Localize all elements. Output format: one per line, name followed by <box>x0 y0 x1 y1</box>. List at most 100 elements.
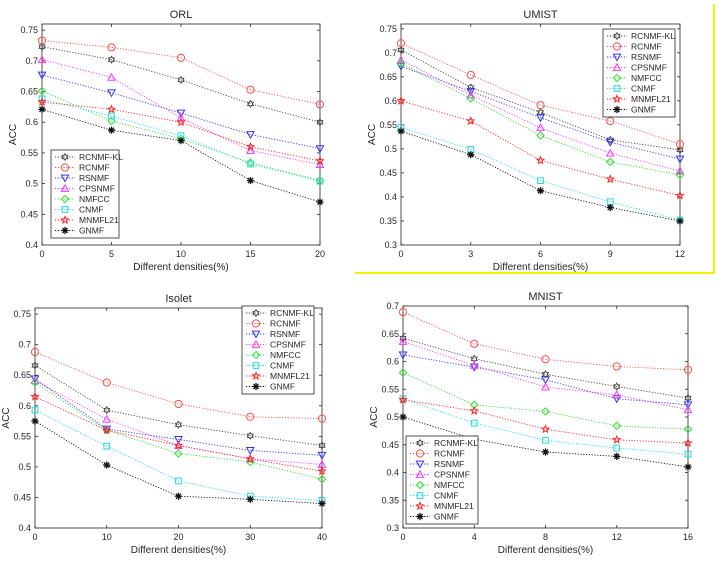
legend-label: CPSNMF <box>79 184 115 194</box>
data-point <box>676 145 684 155</box>
data-point <box>606 203 614 212</box>
legend-marker <box>613 31 621 41</box>
legend-marker <box>61 152 69 162</box>
legend-label: CPSNMF <box>270 340 306 350</box>
x-tick-label: 6 <box>538 249 543 259</box>
legend-label: CPSNMF <box>631 63 667 73</box>
y-axis-label: ACC <box>367 124 378 145</box>
y-tick-label: 0.55 <box>13 431 31 441</box>
y-tick-label: 0.6 <box>25 117 38 127</box>
data-point <box>613 444 621 452</box>
y-tick-label: 0.75 <box>20 25 38 35</box>
data-point <box>683 424 693 434</box>
legend-marker <box>612 73 622 83</box>
legend-label: NMFCC <box>79 194 110 204</box>
chart-title: UMIST <box>523 9 558 21</box>
x-tick-label: 15 <box>245 249 255 259</box>
data-point <box>246 431 254 440</box>
y-tick-label: 0.7 <box>384 48 397 58</box>
legend-marker <box>613 85 621 92</box>
data-point <box>37 71 47 80</box>
y-axis-label: ACC <box>369 406 380 427</box>
data-point <box>37 97 47 106</box>
y-tick-label: 0.5 <box>25 179 38 189</box>
legend-entry: MNMFL21 <box>246 371 310 381</box>
legend-label: CNMF <box>434 491 459 501</box>
legend-entry: NMFCC <box>246 350 301 360</box>
legend-entry: MNMFL21 <box>55 215 119 225</box>
data-point <box>246 176 255 185</box>
data-point <box>31 361 39 370</box>
data-point <box>469 405 479 415</box>
data-point <box>396 55 406 64</box>
series-line <box>41 74 321 150</box>
series-line <box>34 382 323 480</box>
data-point <box>177 75 185 85</box>
data-point <box>606 198 614 206</box>
series-line <box>402 337 689 399</box>
data-point <box>683 401 693 410</box>
data-point <box>30 378 40 387</box>
x-tick-label: 5 <box>109 249 114 259</box>
data-point <box>245 141 256 151</box>
x-tick-label: 3 <box>468 249 473 259</box>
series-line <box>402 399 689 444</box>
data-point <box>467 151 475 159</box>
legend-label: RCNMF-KL <box>270 308 314 318</box>
series-line <box>402 398 689 455</box>
data-point <box>541 370 550 379</box>
y-tick-label: 0.65 <box>13 370 31 380</box>
data-point <box>108 112 115 120</box>
data-point <box>107 116 116 126</box>
data-point <box>612 390 622 399</box>
data-point <box>540 424 551 434</box>
data-point <box>536 123 545 132</box>
data-point <box>174 399 183 409</box>
y-tick-label: 0.7 <box>18 340 31 350</box>
data-point <box>317 474 327 484</box>
legend-entry: GNMF <box>55 226 104 236</box>
legend-entry: RCNMF-KL <box>246 308 314 318</box>
x-tick-label: 0 <box>39 249 44 259</box>
data-point <box>107 43 116 52</box>
data-point <box>541 355 550 364</box>
legend-label: RSNMF <box>631 52 661 62</box>
legend-marker <box>416 512 424 521</box>
series-line <box>34 396 323 472</box>
series-gnmf <box>397 127 684 225</box>
legend-marker <box>60 194 70 204</box>
data-point <box>605 138 615 147</box>
legend-marker <box>61 206 69 213</box>
data-point <box>675 155 685 164</box>
legend-marker <box>60 163 70 172</box>
series-line <box>400 130 681 222</box>
data-point <box>398 368 408 377</box>
data-point <box>470 419 478 427</box>
data-point <box>676 217 684 225</box>
data-point <box>37 86 47 96</box>
legend-label: RCNMF <box>631 42 662 52</box>
legend-label: CNMF <box>79 205 104 215</box>
y-tick-label: 0.5 <box>386 412 399 422</box>
data-point <box>466 94 476 103</box>
data-point <box>541 407 550 416</box>
series-rcnmf <box>396 39 685 149</box>
x-tick-label: 0 <box>398 249 403 259</box>
data-point <box>246 495 254 503</box>
series-line <box>41 98 321 182</box>
data-point <box>541 376 550 385</box>
data-point <box>675 166 685 175</box>
series-rcnmf <box>37 36 325 109</box>
legend-label: MNMFL21 <box>631 94 671 104</box>
y-tick-label: 0.6 <box>384 96 397 106</box>
legend-label: RCNMF-KL <box>79 152 123 162</box>
y-tick-label: 0.65 <box>381 329 399 339</box>
series-rcnmf <box>30 347 327 423</box>
data-point <box>38 105 46 113</box>
series-line <box>34 420 323 505</box>
legend-label: RCNMF-KL <box>434 438 478 448</box>
y-tick-label: 0.55 <box>20 148 38 158</box>
series-line <box>400 62 681 176</box>
x-tick-label: 20 <box>315 249 325 259</box>
legend-entry: MNMFL21 <box>410 501 474 511</box>
